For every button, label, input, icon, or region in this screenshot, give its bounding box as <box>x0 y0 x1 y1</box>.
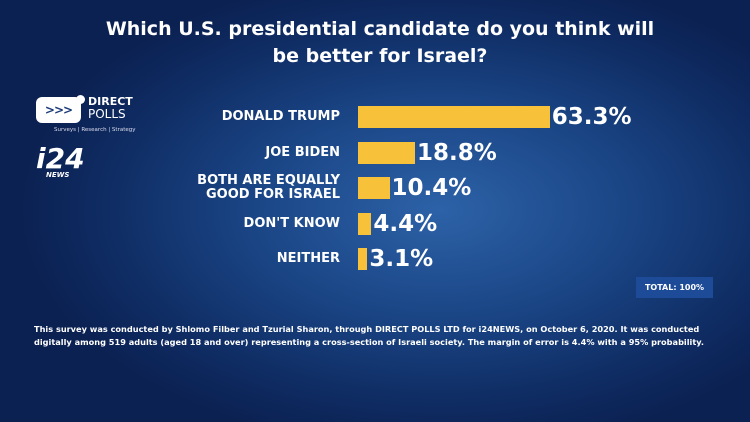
bar <box>358 177 390 199</box>
bar <box>358 106 550 128</box>
category-label: DONALD TRUMP <box>221 109 340 124</box>
logo-tagline: Surveys | Research | Strategy <box>54 127 136 133</box>
value-label: 18.8% <box>416 140 497 166</box>
value-label: 4.4% <box>373 211 438 237</box>
value-label: 10.4% <box>391 175 472 201</box>
category-label: NEITHER <box>276 251 340 266</box>
total-badge: TOTAL: 100% <box>636 277 713 298</box>
logo-direct: DIRECT <box>88 95 133 108</box>
dot-icon <box>76 95 85 104</box>
logo-polls: POLLS <box>88 107 126 121</box>
chevrons-icon: >>> <box>36 97 81 123</box>
category-label: BOTH ARE EQUALLY GOOD FOR ISRAEL <box>197 173 340 202</box>
chart-title: Which U.S. presidential candidate do you… <box>105 18 655 67</box>
bar <box>358 213 372 235</box>
bar <box>358 248 368 270</box>
footnote: This survey was conducted by Shlomo Filb… <box>34 324 704 347</box>
value-label: 63.3% <box>551 104 632 130</box>
category-label: DON'T KNOW <box>243 216 340 231</box>
category-label: JOE BIDEN <box>265 145 340 160</box>
i24-logo: i24 NEWS <box>36 142 85 180</box>
bar <box>358 142 415 164</box>
value-label: 3.1% <box>369 246 434 272</box>
